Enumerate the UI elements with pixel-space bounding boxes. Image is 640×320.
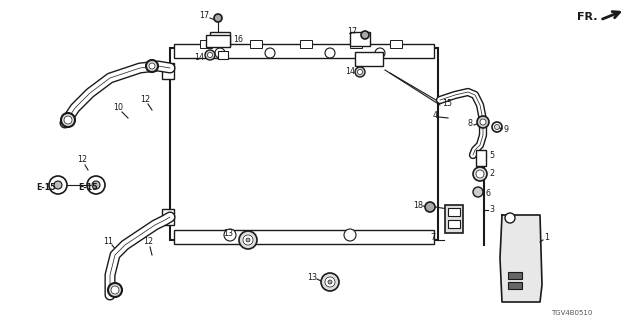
- Text: 18: 18: [413, 201, 423, 210]
- Text: E-15: E-15: [78, 183, 98, 193]
- Bar: [172, 50, 436, 238]
- Bar: [350, 40, 362, 48]
- Text: 5: 5: [490, 150, 495, 159]
- Circle shape: [54, 181, 62, 189]
- Text: 4: 4: [433, 110, 438, 119]
- Circle shape: [61, 113, 75, 127]
- Circle shape: [265, 48, 275, 58]
- Circle shape: [146, 60, 158, 72]
- Circle shape: [215, 48, 225, 58]
- Circle shape: [239, 231, 257, 249]
- Text: 10: 10: [113, 103, 123, 113]
- Bar: [206, 35, 230, 47]
- Text: 13: 13: [307, 273, 317, 282]
- Circle shape: [361, 31, 369, 39]
- Circle shape: [246, 238, 250, 242]
- Bar: [162, 209, 174, 225]
- Text: FR.: FR.: [577, 12, 598, 22]
- Circle shape: [476, 170, 484, 178]
- Text: 11: 11: [103, 237, 113, 246]
- Text: 8: 8: [467, 119, 472, 129]
- Circle shape: [149, 63, 155, 69]
- Circle shape: [505, 213, 515, 223]
- Text: 1: 1: [545, 234, 550, 243]
- Circle shape: [375, 48, 385, 58]
- Circle shape: [325, 48, 335, 58]
- Text: 13: 13: [223, 229, 233, 238]
- Circle shape: [207, 52, 212, 58]
- Circle shape: [108, 283, 122, 297]
- Bar: [170, 48, 438, 240]
- Circle shape: [477, 116, 489, 128]
- Circle shape: [355, 67, 365, 77]
- Bar: [174, 44, 434, 58]
- Circle shape: [243, 235, 253, 245]
- Bar: [174, 230, 434, 244]
- Bar: [355, 52, 383, 66]
- Text: 17: 17: [199, 12, 209, 20]
- Circle shape: [495, 124, 499, 130]
- Text: 15: 15: [442, 99, 452, 108]
- Text: 9: 9: [504, 125, 509, 134]
- Bar: [300, 40, 312, 48]
- Text: 2: 2: [490, 170, 495, 179]
- Text: 17: 17: [347, 28, 357, 36]
- Circle shape: [473, 187, 483, 197]
- Circle shape: [64, 116, 72, 124]
- Circle shape: [425, 202, 435, 212]
- Bar: [210, 32, 230, 46]
- Polygon shape: [500, 215, 542, 302]
- Bar: [162, 63, 174, 79]
- Circle shape: [224, 229, 236, 241]
- Circle shape: [92, 181, 100, 189]
- Circle shape: [328, 280, 332, 284]
- Bar: [448, 220, 460, 228]
- Circle shape: [321, 273, 339, 291]
- Bar: [390, 40, 402, 48]
- Bar: [508, 272, 522, 279]
- Circle shape: [480, 119, 486, 125]
- Text: E-15: E-15: [36, 183, 56, 193]
- Bar: [508, 282, 522, 289]
- Text: 12: 12: [77, 156, 87, 164]
- Text: 7: 7: [431, 234, 436, 243]
- Text: 14: 14: [194, 52, 204, 61]
- Circle shape: [344, 229, 356, 241]
- Circle shape: [325, 277, 335, 287]
- Bar: [448, 208, 460, 216]
- Text: 3: 3: [490, 205, 495, 214]
- Bar: [350, 32, 370, 46]
- Bar: [250, 40, 262, 48]
- Bar: [218, 51, 228, 59]
- Bar: [445, 205, 463, 233]
- Circle shape: [111, 286, 119, 294]
- Text: 12: 12: [140, 95, 150, 105]
- Circle shape: [214, 14, 222, 22]
- Bar: [476, 150, 486, 166]
- Text: TGV4B0510: TGV4B0510: [551, 310, 593, 316]
- Bar: [200, 40, 212, 48]
- Text: 6: 6: [486, 188, 490, 197]
- Text: 14: 14: [345, 68, 355, 76]
- Circle shape: [205, 50, 215, 60]
- Circle shape: [358, 69, 362, 75]
- Text: 16: 16: [233, 35, 243, 44]
- Text: 12: 12: [143, 237, 153, 246]
- Circle shape: [473, 167, 487, 181]
